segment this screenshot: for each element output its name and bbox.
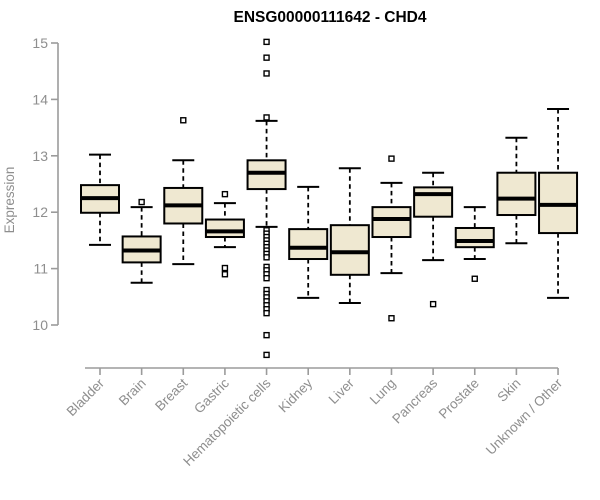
boxplot-hematopoietic-cells: [246, 38, 287, 359]
boxplot-pancreas: [413, 171, 454, 308]
iqr-box: [288, 228, 329, 261]
boxplot-prostate: [454, 206, 495, 282]
y-tick-label: 11: [33, 261, 48, 277]
outlier-point: [138, 198, 145, 206]
outlier-point: [263, 114, 270, 121]
x-tick-label: Lung: [367, 376, 399, 408]
boxplot-brain: [121, 198, 162, 284]
boxplot-lung: [371, 155, 412, 322]
boxplot-kidney: [288, 185, 329, 299]
boxplot-skin: [496, 136, 537, 245]
iqr-box: [496, 171, 537, 217]
outlier-point: [388, 155, 395, 162]
boxplot-unknown-other: [538, 107, 579, 299]
iqr-box: [454, 226, 495, 249]
outlier-point: [221, 190, 229, 198]
iqr-box: [413, 186, 454, 218]
boxplot-gastric: [204, 190, 245, 278]
outlier-point: [180, 117, 187, 124]
iqr-box: [329, 224, 370, 276]
y-tick-label: 12: [32, 204, 48, 220]
chart-title: ENSG00000111642 - CHD4: [233, 9, 426, 26]
x-tick-label: Kidney: [276, 375, 316, 415]
outlier-point: [429, 300, 437, 308]
x-tick-label: Liver: [326, 375, 358, 407]
y-tick-label: 13: [32, 148, 48, 164]
outlier-point: [263, 351, 270, 359]
outlier-point: [263, 38, 270, 46]
outlier-point: [471, 275, 478, 282]
outlier-point: [388, 315, 395, 322]
x-tick-label: Pancreas: [389, 375, 440, 426]
x-tick-label: Brain: [116, 376, 149, 409]
x-tick-label: Bladder: [64, 375, 108, 419]
y-axis-title: Expression: [2, 167, 17, 234]
x-tick-label: Prostate: [436, 376, 482, 422]
boxplot-breast: [163, 117, 204, 266]
iqr-box: [371, 206, 412, 239]
outlier-point: [221, 271, 229, 278]
boxplot-bladder: [80, 153, 120, 246]
outlier-point: [263, 331, 270, 339]
boxplot-liver: [329, 167, 370, 305]
outlier-point: [263, 70, 270, 77]
x-tick-label: Unknown / Other: [483, 375, 566, 458]
outlier-point: [263, 274, 270, 282]
outlier-point: [263, 54, 270, 61]
x-tick-label: Breast: [152, 375, 190, 413]
x-tick-label: Gastric: [191, 375, 232, 416]
outlier-point: [263, 254, 270, 261]
outlier-point: [221, 264, 229, 272]
x-tick-label: Skin: [494, 376, 523, 405]
y-tick-label: 10: [32, 317, 48, 333]
box-series: [80, 38, 579, 359]
iqr-box: [204, 218, 245, 239]
outlier-point: [263, 309, 270, 317]
y-tick-label: 15: [32, 35, 48, 51]
y-axis: 10 11 12 13 14 15: [32, 35, 59, 333]
y-tick-label: 14: [32, 91, 48, 107]
